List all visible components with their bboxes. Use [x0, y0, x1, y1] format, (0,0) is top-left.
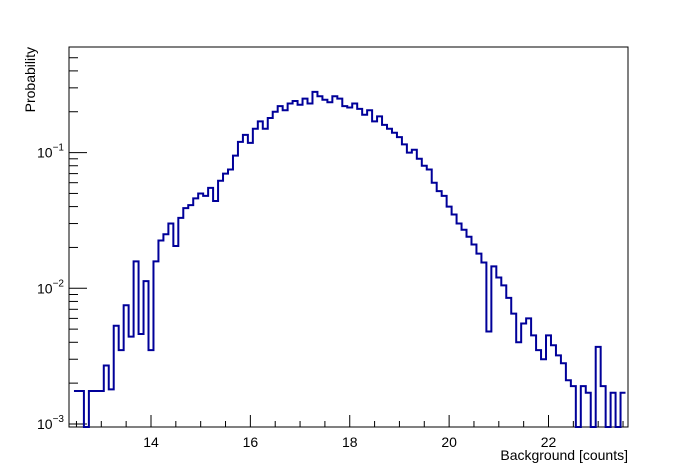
- x-tick-label: 16: [243, 434, 259, 450]
- y-axis-title: Probability: [22, 47, 38, 112]
- x-tick-label: 14: [143, 434, 159, 450]
- y-tick-base: 10: [37, 416, 53, 432]
- y-tick-exponent: −3: [53, 414, 65, 425]
- y-axis-ticks: 10−310−210−1: [37, 57, 87, 432]
- x-tick-label: 18: [342, 434, 358, 450]
- y-tick-label: 10−1: [37, 143, 64, 161]
- y-tick-label: 10−3: [37, 414, 64, 432]
- y-tick-exponent: −1: [53, 143, 65, 154]
- x-axis-ticks: 14 16 18 20 22: [75, 415, 624, 450]
- y-tick-label: 10−2: [37, 278, 64, 296]
- x-tick-label: 22: [541, 434, 557, 450]
- x-axis-title: Background [counts]: [500, 447, 628, 463]
- plot-frame: [68, 46, 629, 428]
- x-tick-label: 20: [441, 434, 457, 450]
- histogram-line: [73, 90, 626, 428]
- y-tick-base: 10: [37, 145, 53, 161]
- y-tick-exponent: −2: [53, 278, 65, 289]
- y-tick-base: 10: [37, 280, 53, 296]
